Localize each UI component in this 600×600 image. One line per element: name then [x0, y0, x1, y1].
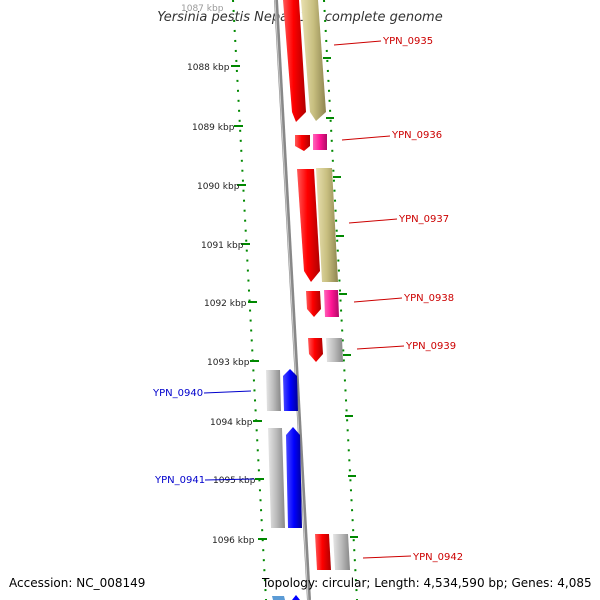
scale-ticks [231, 57, 358, 540]
gene-label-ypn0936[interactable]: YPN_0936 [391, 130, 442, 141]
genome-stats-text: Topology: circular; Length: 4,534,590 bp… [262, 576, 592, 590]
gene-partial-blue[interactable] [292, 595, 300, 600]
scale-label-1094: 1094 kbp [210, 418, 253, 428]
gene-labels: YPN_0935 YPN_0936 YPN_0937 YPN_0938 YPN_… [152, 36, 463, 563]
scale-dots-right [323, 0, 358, 600]
backbone-strand-highlight [274, 0, 309, 600]
scale-label-1092: 1092 kbp [204, 299, 247, 309]
scale-label-1089: 1089 kbp [192, 123, 235, 133]
connector-ypn0937 [348, 218, 398, 224]
connector-ypn0941 [204, 478, 255, 481]
gene-label-ypn0942[interactable]: YPN_0942 [412, 552, 463, 563]
gene-label-ypn0939[interactable]: YPN_0939 [405, 341, 456, 352]
gene-ypn0939-gray[interactable] [326, 338, 343, 362]
gene-ypn0940-gray[interactable] [266, 370, 281, 411]
gene-label-ypn0937[interactable]: YPN_0937 [398, 214, 449, 225]
genes [266, 0, 350, 600]
connector-ypn0939 [356, 345, 405, 350]
gene-ypn0938-pink[interactable] [324, 290, 339, 317]
connector-ypn0942 [362, 555, 412, 559]
gene-ypn0939-red[interactable] [308, 338, 323, 362]
gene-ypn0941-gray[interactable] [268, 428, 285, 528]
gene-label-ypn0935[interactable]: YPN_0935 [382, 36, 433, 47]
scale-label-1093: 1093 kbp [207, 358, 250, 368]
gene-ypn0935-red[interactable] [283, 0, 306, 122]
gene-ypn0938-red[interactable] [306, 291, 321, 317]
scale-label-1087: 1087 kbp [181, 4, 224, 14]
backbone-strand [274, 0, 311, 600]
scale-label-1091: 1091 kbp [201, 241, 244, 251]
gene-label-ypn0941[interactable]: YPN_0941 [154, 475, 205, 486]
connector-ypn0935 [333, 40, 382, 46]
gene-ypn0937-red[interactable] [297, 169, 320, 282]
gene-ypn0937-tan[interactable] [316, 168, 338, 282]
gene-ypn0940-blue[interactable] [283, 369, 298, 411]
gene-ypn0936-red[interactable] [295, 135, 310, 151]
gene-ypn0942-red[interactable] [315, 534, 331, 570]
gene-ypn0941-blue[interactable] [286, 427, 302, 528]
scale-dots-left [232, 0, 267, 600]
gene-ypn0936-pink[interactable] [313, 134, 327, 150]
scale-labels: 1087 kbp 1088 kbp 1089 kbp 1090 kbp 1091… [181, 4, 256, 546]
gene-ypn0942-gray[interactable] [333, 534, 350, 570]
gene-partial-gray[interactable] [272, 596, 285, 600]
scale-label-1088: 1088 kbp [187, 63, 230, 73]
gene-ypn0935-tan[interactable] [301, 0, 326, 121]
accession-text: Accession: NC_008149 [9, 576, 146, 590]
gene-label-ypn0940[interactable]: YPN_0940 [152, 388, 203, 399]
label-connectors [203, 40, 412, 559]
gene-label-ypn0938[interactable]: YPN_0938 [403, 293, 454, 304]
scale-label-1090: 1090 kbp [197, 182, 240, 192]
connector-ypn0940 [203, 390, 252, 394]
scale-label-1095: 1095 kbp [213, 476, 256, 486]
connector-ypn0936 [341, 135, 391, 141]
connector-ypn0938 [353, 297, 403, 303]
scale-label-1096: 1096 kbp [212, 536, 255, 546]
